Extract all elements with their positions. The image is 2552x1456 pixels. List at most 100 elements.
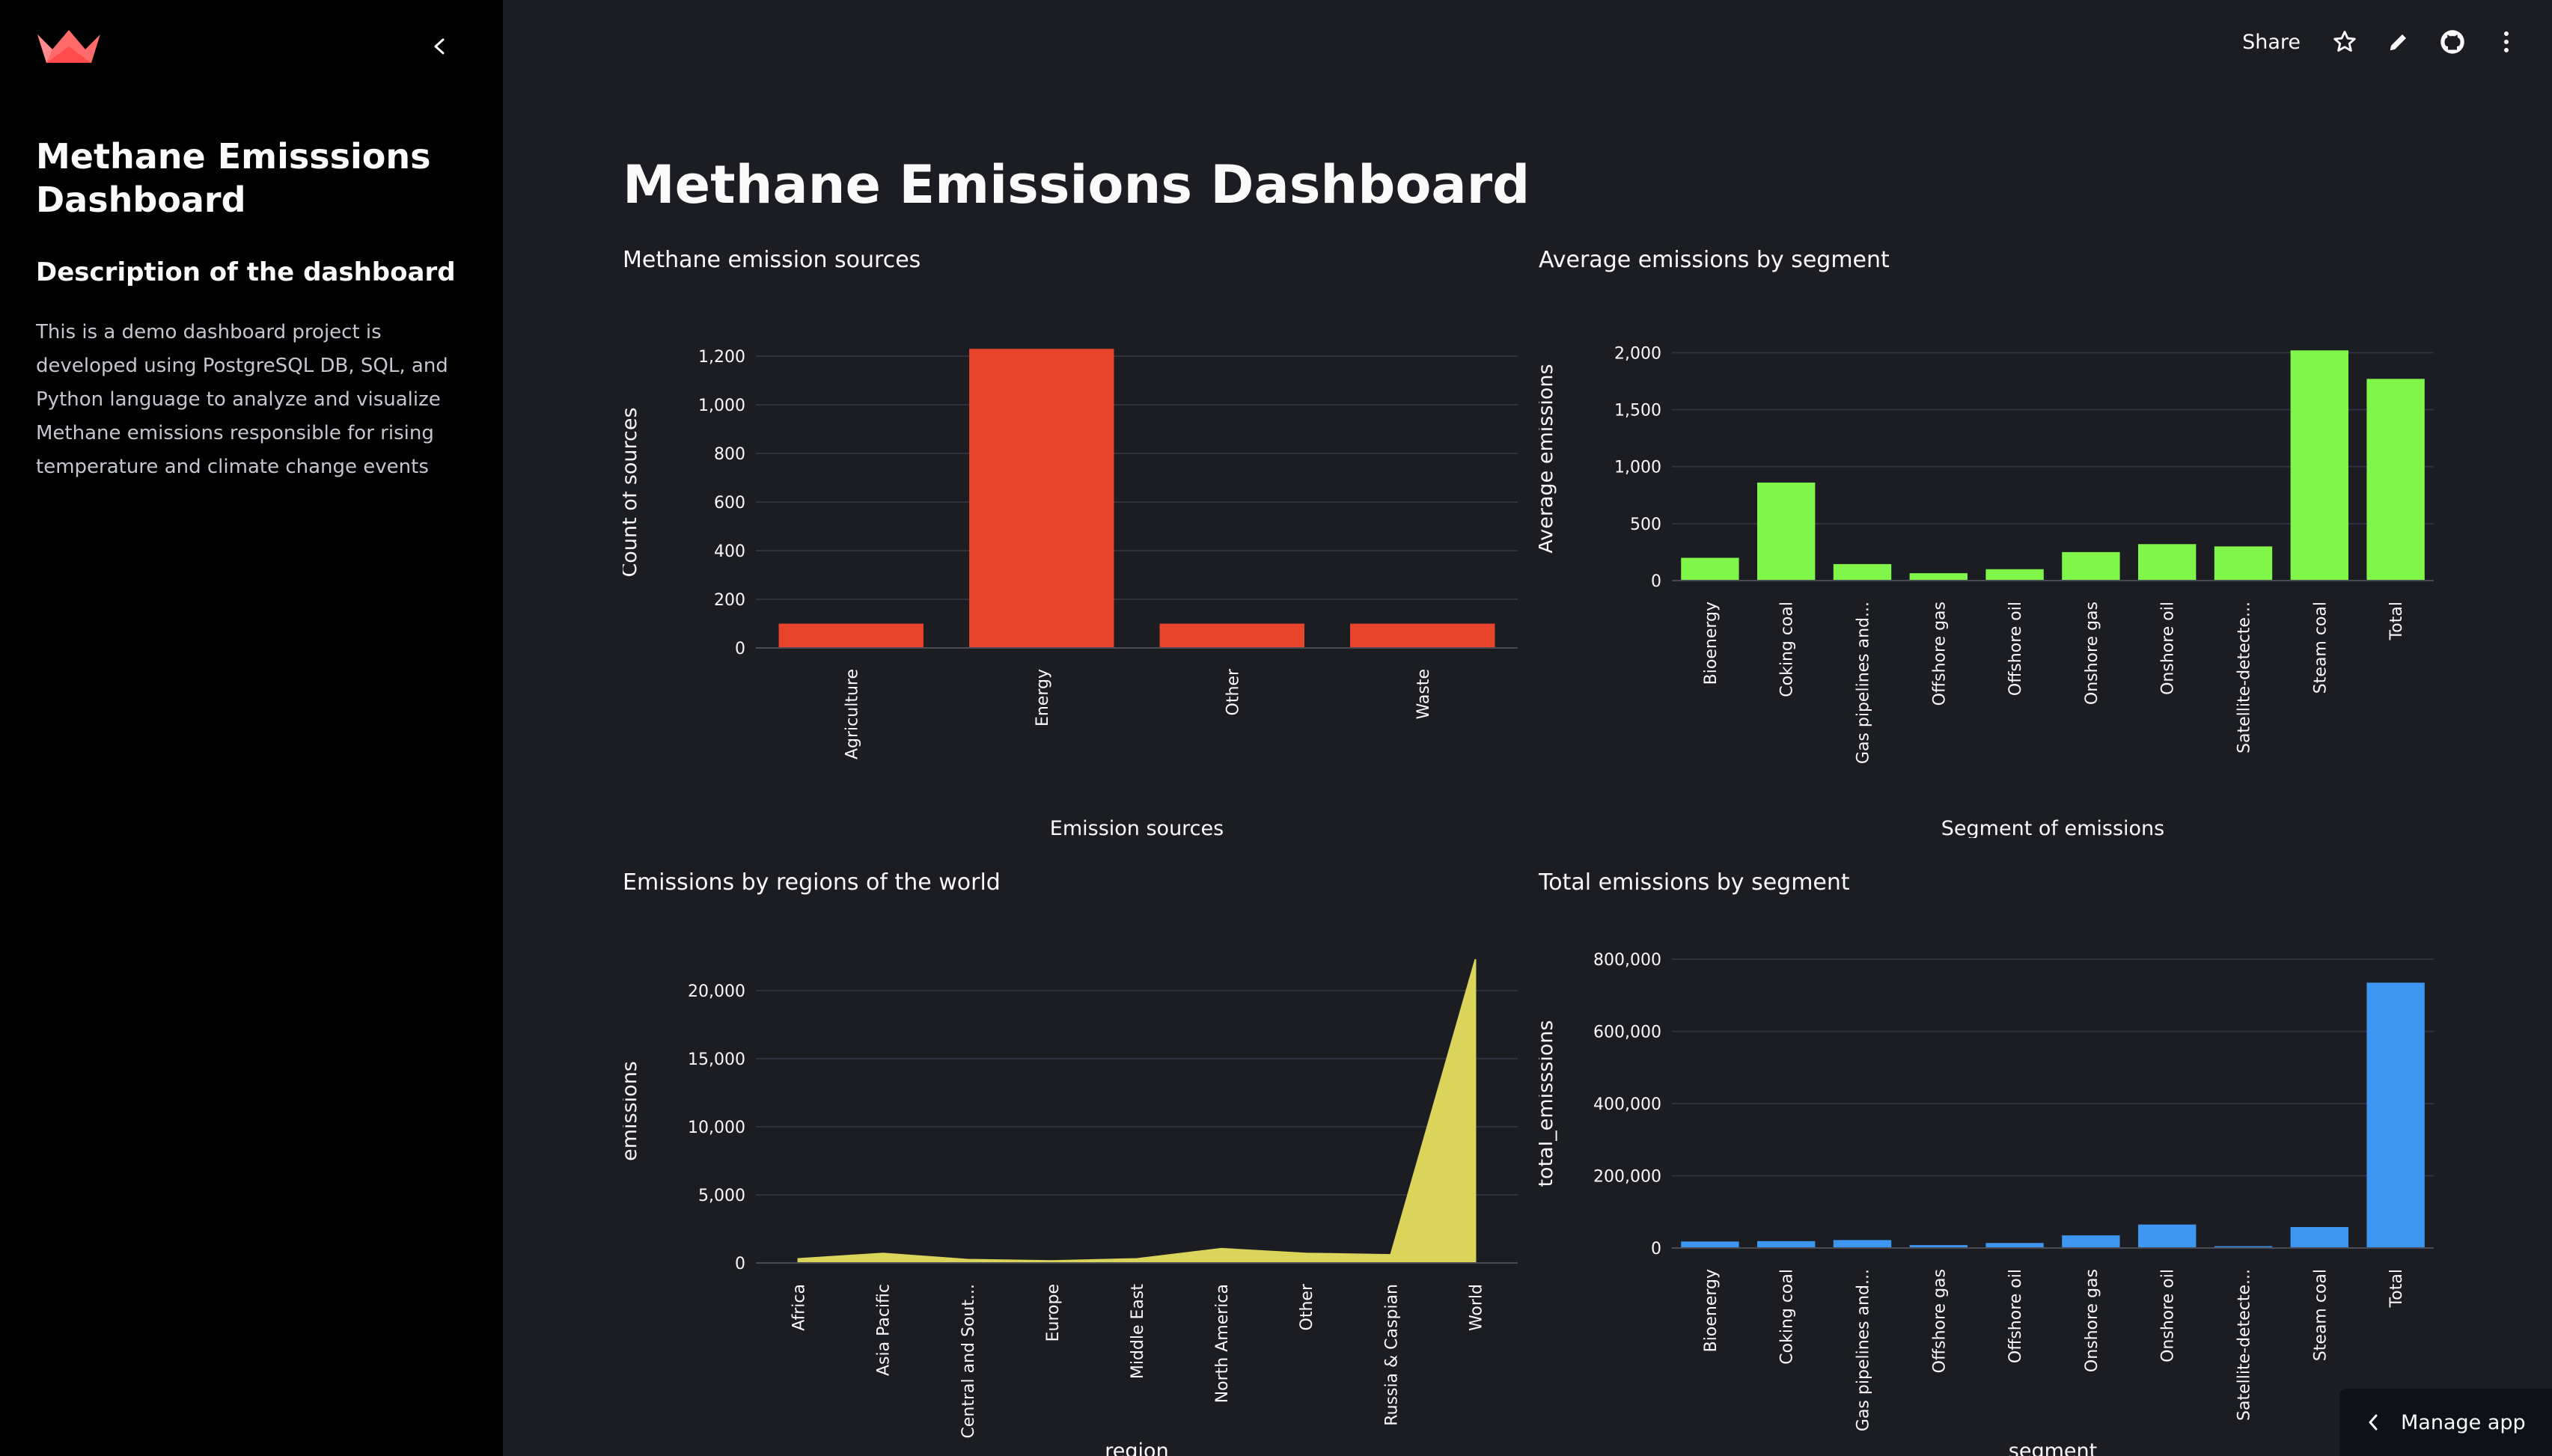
- github-icon: [2440, 30, 2464, 54]
- emission-sources-chart[interactable]: 0 200 400 600 800 1,000 1,200 Count of sources A…: [623, 292, 1521, 838]
- y-tick-label: 400: [714, 542, 745, 561]
- x-axis-label: region: [1105, 1440, 1168, 1456]
- github-button[interactable]: [2437, 26, 2468, 58]
- y-tick-label: 800: [714, 445, 745, 464]
- collapse-sidebar-button[interactable]: [425, 31, 455, 61]
- bar[interactable]: [1833, 563, 1892, 581]
- y-tick-label: 400,000: [1593, 1095, 1661, 1114]
- y-tick-label: 1,500: [1614, 401, 1661, 420]
- x-tick-label: Offshore gas: [1930, 1269, 1949, 1373]
- x-tick-label: Other: [1224, 668, 1242, 715]
- x-tick-label: World: [1467, 1284, 1486, 1331]
- total-emissions-chart[interactable]: 0 200,000 400,000 600,000 800,000 total_emiss…: [1539, 914, 2437, 1456]
- x-tick-label: Onshore gas: [2083, 602, 2101, 705]
- x-tick-label: North America: [1213, 1284, 1232, 1403]
- chart-title: Emissions by regions of the world: [623, 869, 1001, 896]
- y-tick-label: 600: [714, 494, 745, 513]
- x-tick-label: Coking coal: [1778, 1269, 1797, 1365]
- edit-button[interactable]: [2383, 26, 2414, 58]
- kebab-menu-icon: [2504, 31, 2509, 52]
- x-tick-label: Offshore oil: [2006, 602, 2025, 696]
- x-tick-label: Gas pipelines and...: [1855, 602, 1873, 764]
- x-tick-label: Total: [2387, 602, 2406, 640]
- bar[interactable]: [2366, 379, 2425, 581]
- bar[interactable]: [2138, 544, 2197, 581]
- x-tick-label: Onshore oil: [2159, 602, 2178, 695]
- regions-area-chart[interactable]: 0 5,000 10,000 15,000 20,000 emissions Africa A…: [623, 914, 1521, 1456]
- manage-app-label: Manage app: [2401, 1410, 2526, 1434]
- chart-panel-total-emissions: Total emissions by segment 0 200,000 400,0…: [1539, 869, 2437, 1456]
- main-menu-button[interactable]: [2491, 26, 2522, 58]
- bar[interactable]: [2138, 1224, 2197, 1248]
- x-tick-label: Europe: [1044, 1284, 1063, 1342]
- x-tick-label: Total: [2387, 1269, 2406, 1308]
- x-axis-label: Segment of emissions: [1941, 817, 2164, 838]
- x-tick-label: Satellite-detecte...: [2235, 602, 2254, 753]
- y-tick-label: 0: [735, 1255, 745, 1273]
- x-axis-label: Emission sources: [1050, 817, 1224, 838]
- bar[interactable]: [2062, 1235, 2120, 1248]
- x-tick-label: Waste: [1414, 669, 1433, 719]
- y-tick-label: 5,000: [698, 1187, 745, 1205]
- y-axis-label: Average emissions: [1539, 364, 1557, 553]
- bar[interactable]: [1833, 1240, 1892, 1248]
- bar[interactable]: [2290, 350, 2348, 581]
- x-tick-label: Gas pipelines and...: [1855, 1269, 1873, 1431]
- bar[interactable]: [1681, 557, 1739, 581]
- bar[interactable]: [1159, 623, 1304, 649]
- x-tick-label: Offshore oil: [2006, 1269, 2025, 1363]
- chart-panel-average-emissions: Average emissions by segment 0 500 1,000 1,…: [1539, 247, 2437, 838]
- manage-app-button[interactable]: Manage app: [2339, 1389, 2552, 1456]
- star-button[interactable]: [2329, 26, 2360, 58]
- x-tick-label: Russia & Caspian: [1382, 1284, 1401, 1426]
- page-title: Methane Emissions Dashboard: [623, 154, 1530, 215]
- bar[interactable]: [1909, 1245, 1968, 1248]
- y-tick-label: 15,000: [688, 1050, 745, 1069]
- y-axis-label: emissions: [623, 1061, 641, 1161]
- bar[interactable]: [1985, 1243, 2044, 1248]
- y-tick-label: 20,000: [688, 982, 745, 1001]
- bar[interactable]: [2290, 1227, 2348, 1248]
- streamlit-logo[interactable]: [34, 27, 103, 67]
- y-axis-label: total_emisssions: [1539, 1020, 1557, 1187]
- y-axis-label: Count of sources: [623, 407, 641, 577]
- y-tick-label: 2,000: [1614, 344, 1661, 363]
- bar[interactable]: [2214, 546, 2273, 581]
- bar[interactable]: [778, 623, 924, 649]
- pencil-icon: [2390, 34, 2406, 51]
- bar[interactable]: [1681, 1241, 1739, 1248]
- sidebar-title: Methane Emisssions Dashboard: [36, 136, 431, 220]
- y-tick-label: 10,000: [688, 1119, 745, 1137]
- bar[interactable]: [1909, 573, 1968, 581]
- x-axis-label: segment: [2009, 1440, 2097, 1456]
- bar[interactable]: [1985, 569, 2044, 581]
- x-tick-label: Agriculture: [843, 669, 861, 759]
- x-tick-label: Other: [1298, 1283, 1316, 1330]
- chart-title: Total emissions by segment: [1539, 869, 1850, 896]
- bar[interactable]: [2366, 982, 2425, 1248]
- x-tick-label: Asia Pacific: [875, 1284, 894, 1376]
- bar[interactable]: [969, 349, 1114, 648]
- x-tick-label: Coking coal: [1778, 602, 1797, 697]
- x-tick-label: Satellite-detecte...: [2235, 1269, 2254, 1421]
- sidebar: Methane Emisssions Dashboard Description…: [0, 0, 503, 1456]
- y-tick-label: 800,000: [1593, 951, 1661, 970]
- area-series[interactable]: [797, 958, 1477, 1264]
- chart-panel-emission-sources: Methane emission sources 0 200 400 600 800 1,…: [623, 247, 1521, 838]
- chart-title: Methane emission sources: [623, 247, 921, 273]
- chevron-left-icon: [434, 38, 445, 55]
- x-tick-label: Energy: [1034, 669, 1052, 727]
- bar[interactable]: [2214, 1246, 2273, 1248]
- share-button[interactable]: Share: [2242, 30, 2301, 54]
- x-tick-label: Onshore oil: [2159, 1269, 2178, 1362]
- x-tick-label: Offshore gas: [1930, 602, 1949, 706]
- bar[interactable]: [1757, 482, 1816, 581]
- x-tick-label: Middle East: [1129, 1284, 1147, 1380]
- y-tick-label: 1,000: [1614, 459, 1661, 477]
- sidebar-description: This is a demo dashboard project is deve…: [36, 321, 448, 478]
- bar[interactable]: [2062, 551, 2120, 581]
- bar[interactable]: [1350, 623, 1495, 649]
- y-tick-label: 600,000: [1593, 1024, 1661, 1042]
- average-emissions-chart[interactable]: 0 500 1,000 1,500 2,000 Average emissions Bioe…: [1539, 292, 2437, 838]
- bar[interactable]: [1757, 1241, 1816, 1248]
